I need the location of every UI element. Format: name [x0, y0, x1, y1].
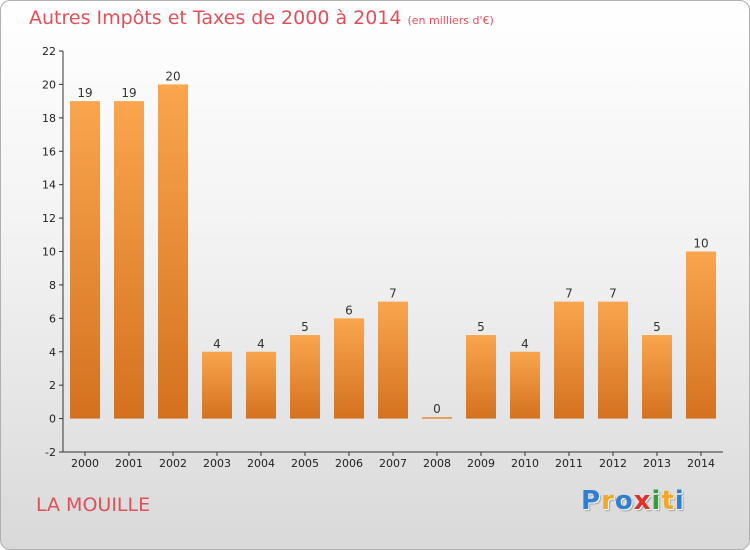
bar-2013 — [642, 335, 672, 419]
value-label-2013: 5 — [653, 320, 661, 334]
value-label-2003: 4 — [213, 337, 221, 351]
chart-title-text: Autres Impôts et Taxes de 2000 à 2014 — [29, 7, 402, 29]
x-tick-label-2002: 2002 — [159, 457, 187, 470]
place-name: LA MOUILLE — [36, 494, 151, 516]
chart-bars — [70, 84, 716, 419]
bar-2008 — [422, 417, 452, 419]
x-tick-label-2013: 2013 — [643, 457, 671, 470]
value-label-2012: 7 — [609, 287, 617, 301]
value-label-2009: 5 — [477, 320, 485, 334]
bar-2000 — [70, 101, 100, 419]
x-tick-label-2014: 2014 — [687, 457, 715, 470]
chart-value-labels: 19 19 20 4 4 5 6 7 0 5 4 7 7 5 10 — [77, 69, 708, 416]
x-tick-label-2010: 2010 — [511, 457, 539, 470]
y-tick-label: 18 — [42, 112, 56, 125]
logo-letter: P — [581, 486, 602, 516]
x-tick-label-2009: 2009 — [467, 457, 495, 470]
value-label-2010: 4 — [521, 337, 529, 351]
logo-letter: t — [661, 486, 675, 516]
y-tick-label: 4 — [49, 346, 56, 359]
bar-2002 — [158, 84, 188, 419]
y-tick-label: 2 — [49, 379, 56, 392]
value-label-2005: 5 — [301, 320, 309, 334]
value-label-2007: 7 — [389, 287, 397, 301]
bar-2007 — [378, 301, 408, 419]
logo-letter: o — [614, 486, 634, 516]
bar-2003 — [202, 351, 232, 419]
bar-2004 — [246, 351, 276, 419]
y-tick-label: 16 — [42, 145, 56, 158]
x-tick-label-2004: 2004 — [247, 457, 275, 470]
bar-2006 — [334, 318, 364, 419]
logo-letter: r — [601, 486, 615, 516]
x-tick-label-2012: 2012 — [599, 457, 627, 470]
x-tick-label-2006: 2006 — [335, 457, 363, 470]
logo-letter: i — [674, 486, 685, 516]
y-tick-label: 14 — [42, 179, 56, 192]
value-label-2006: 6 — [345, 303, 353, 317]
x-tick-label-2003: 2003 — [203, 457, 231, 470]
y-tick-label: 6 — [49, 312, 56, 325]
value-label-2011: 7 — [565, 287, 573, 301]
bar-2012 — [598, 301, 628, 419]
chart-title: Autres Impôts et Taxes de 2000 à 2014 (en… — [29, 7, 494, 29]
bar-2014 — [686, 251, 716, 419]
proxiti-logo: Proxiti — [581, 486, 685, 516]
value-label-2008: 0 — [433, 402, 441, 416]
value-label-2002: 20 — [165, 69, 180, 83]
logo-letter: x — [633, 486, 652, 516]
y-tick-label: 22 — [42, 45, 56, 58]
x-tick-label-2005: 2005 — [291, 457, 319, 470]
y-tick-label: 10 — [42, 246, 56, 259]
bar-2001 — [114, 101, 144, 419]
x-tick-label-2011: 2011 — [555, 457, 583, 470]
x-tick-label-2000: 2000 — [71, 457, 99, 470]
value-label-2001: 19 — [121, 86, 136, 100]
chart-x-ticks: 2000 2001 2002 2003 2004 2005 2006 2007 2008 2009… — [71, 452, 715, 470]
y-tick-label: 8 — [49, 279, 56, 292]
y-tick-label: 20 — [42, 78, 56, 91]
chart-subtitle: (en milliers d'€) — [407, 14, 494, 27]
y-tick-label: 12 — [42, 212, 56, 225]
value-label-2000: 19 — [77, 86, 92, 100]
bar-2011 — [554, 301, 584, 419]
y-tick-label: -2 — [45, 446, 56, 459]
x-tick-label-2007: 2007 — [379, 457, 407, 470]
value-label-2014: 10 — [693, 237, 708, 251]
chart-y-ticks: -2 0 2 4 6 8 10 12 14 16 18 20 22 — [42, 45, 63, 459]
x-tick-label-2008: 2008 — [423, 457, 451, 470]
bar-2009 — [466, 335, 496, 419]
x-tick-label-2001: 2001 — [115, 457, 143, 470]
bar-2005 — [290, 335, 320, 419]
logo-letter: i — [651, 486, 662, 516]
value-label-2004: 4 — [257, 337, 265, 351]
y-tick-label: 0 — [49, 413, 56, 426]
bar-2010 — [510, 351, 540, 419]
